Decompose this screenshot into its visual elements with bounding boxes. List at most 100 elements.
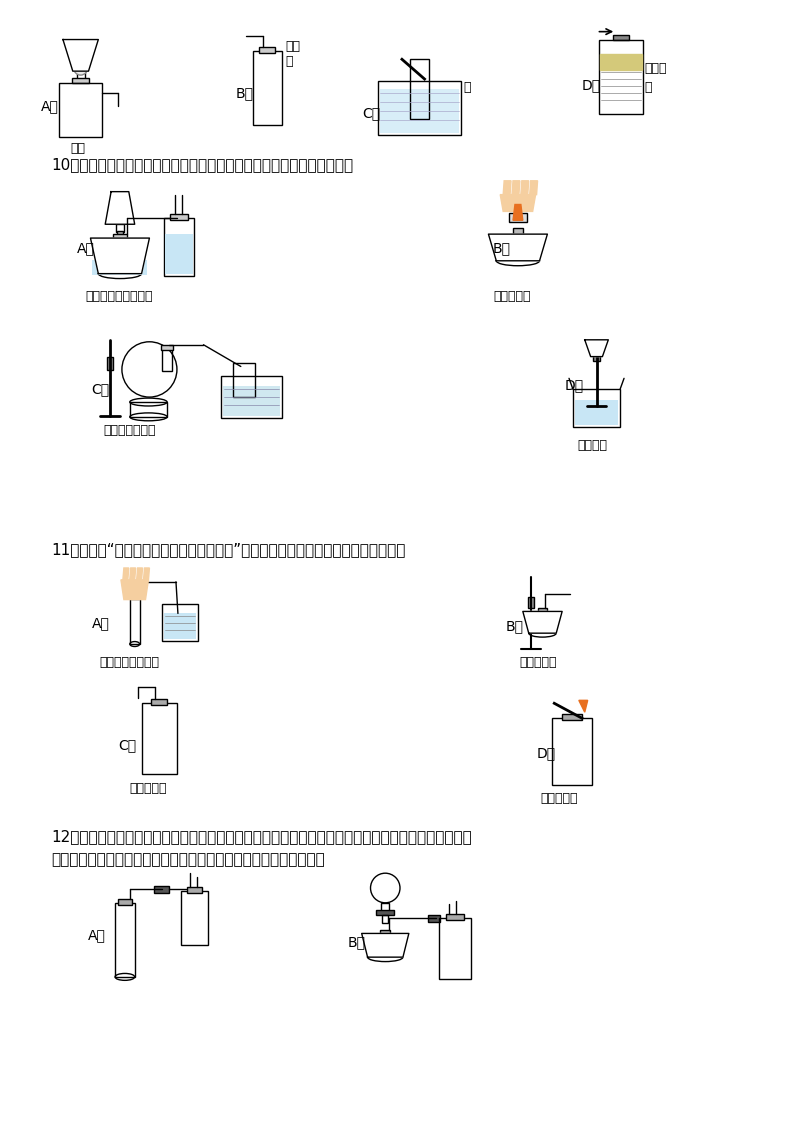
Text: A．: A． (87, 928, 106, 943)
Bar (164, 614, 196, 640)
Bar (162, 603, 198, 641)
Text: B．: B． (236, 86, 254, 100)
Bar (154, 886, 169, 893)
Bar (113, 234, 127, 240)
Text: 食用油: 食用油 (645, 62, 667, 75)
Bar (117, 231, 123, 235)
Polygon shape (512, 181, 520, 195)
Bar (130, 402, 167, 417)
Text: 如图：制取: 如图：制取 (519, 655, 556, 669)
Text: 水: 水 (464, 82, 471, 94)
Bar (446, 914, 464, 919)
Bar (439, 918, 470, 979)
Polygon shape (500, 195, 536, 212)
Text: B．: B． (505, 619, 523, 633)
Bar (528, 597, 534, 609)
Bar (562, 714, 582, 720)
Text: 倾倒液体: 倾倒液体 (577, 438, 607, 452)
Bar (410, 59, 430, 119)
Polygon shape (90, 238, 150, 274)
Bar (377, 910, 394, 915)
Bar (142, 703, 177, 774)
Polygon shape (521, 181, 529, 195)
Text: 如图：收集: 如图：收集 (130, 782, 167, 796)
Text: 如图：检查气密性: 如图：检查气密性 (99, 655, 159, 669)
Text: D．: D． (537, 746, 556, 760)
Text: 11、如图是“二氧化碳的制取、收集和验满”的主要实验步骤，其中操作错误的是（）: 11、如图是“二氧化碳的制取、收集和验满”的主要实验步骤，其中操作错误的是（） (51, 542, 406, 557)
Bar (233, 362, 254, 397)
Polygon shape (121, 580, 149, 600)
Bar (107, 357, 113, 370)
Text: C．: C． (91, 383, 110, 396)
Text: 玻璃
片: 玻璃 片 (285, 40, 300, 68)
Text: 水: 水 (645, 82, 652, 94)
Polygon shape (579, 701, 588, 712)
Bar (259, 48, 275, 53)
Text: 棉花: 棉花 (71, 143, 86, 155)
Polygon shape (601, 54, 642, 70)
Bar (164, 218, 194, 275)
Text: D．: D． (582, 78, 601, 92)
Polygon shape (585, 340, 608, 357)
Bar (223, 386, 280, 415)
Bar (170, 214, 188, 221)
Bar (575, 400, 618, 424)
Bar (380, 931, 390, 935)
Text: 12、四位同学根据提供的实验仪器分别设计了下列四套制取和收集二氧化碳的装置。他们对设计的装置: 12、四位同学根据提供的实验仪器分别设计了下列四套制取和收集二氧化碳的装置。他们… (51, 829, 472, 843)
Text: 实验室制取二氧化碳: 实验室制取二氧化碳 (86, 291, 153, 303)
Circle shape (74, 61, 87, 75)
Text: B．: B． (348, 935, 366, 950)
Polygon shape (130, 568, 136, 580)
Bar (165, 234, 193, 274)
Bar (538, 609, 547, 614)
Text: A．: A． (91, 617, 110, 631)
Text: 盖灭酒精灯: 盖灭酒精灯 (494, 291, 531, 303)
Bar (130, 593, 138, 599)
Polygon shape (503, 181, 511, 195)
Bar (378, 82, 461, 136)
Bar (429, 915, 440, 921)
Bar (151, 700, 167, 705)
Polygon shape (106, 191, 134, 224)
Bar (382, 903, 389, 911)
Text: 实验室制取氧气: 实验室制取氧气 (103, 423, 156, 437)
Bar (599, 40, 642, 113)
Bar (130, 597, 140, 644)
Bar (380, 89, 459, 134)
Bar (552, 718, 592, 786)
Polygon shape (137, 568, 142, 580)
Bar (573, 389, 620, 427)
Bar (93, 260, 147, 275)
Text: A．: A． (77, 241, 94, 255)
Polygon shape (143, 568, 150, 580)
Polygon shape (513, 205, 523, 221)
Text: 相互进行了交流评价。其中能够使反应随时停止和发生的装置是（）: 相互进行了交流评价。其中能够使反应随时停止和发生的装置是（） (51, 852, 325, 867)
Bar (162, 346, 172, 371)
Polygon shape (489, 234, 547, 260)
Bar (253, 51, 282, 126)
Bar (115, 903, 134, 977)
Polygon shape (362, 934, 409, 958)
Bar (118, 899, 132, 904)
Bar (77, 71, 85, 79)
Text: 10、掌握正确的实验操作是做好实验的基础，下列实验操作正确的是（）: 10、掌握正确的实验操作是做好实验的基础，下列实验操作正确的是（） (51, 157, 354, 172)
Polygon shape (123, 568, 129, 580)
Bar (181, 891, 208, 945)
Text: C．: C． (362, 105, 381, 120)
Bar (72, 78, 90, 83)
Text: 如图：验满: 如图：验满 (541, 792, 578, 805)
Polygon shape (63, 40, 98, 71)
Bar (513, 229, 523, 237)
Bar (509, 213, 526, 222)
Bar (186, 887, 202, 893)
Bar (593, 353, 601, 361)
Text: B．: B． (492, 241, 510, 255)
Bar (116, 224, 124, 232)
Polygon shape (530, 181, 538, 195)
Text: A．: A． (42, 98, 59, 113)
Polygon shape (523, 611, 562, 633)
Bar (59, 83, 102, 137)
Text: D．: D． (565, 378, 584, 393)
Bar (614, 35, 629, 40)
Text: C．: C． (118, 738, 136, 752)
